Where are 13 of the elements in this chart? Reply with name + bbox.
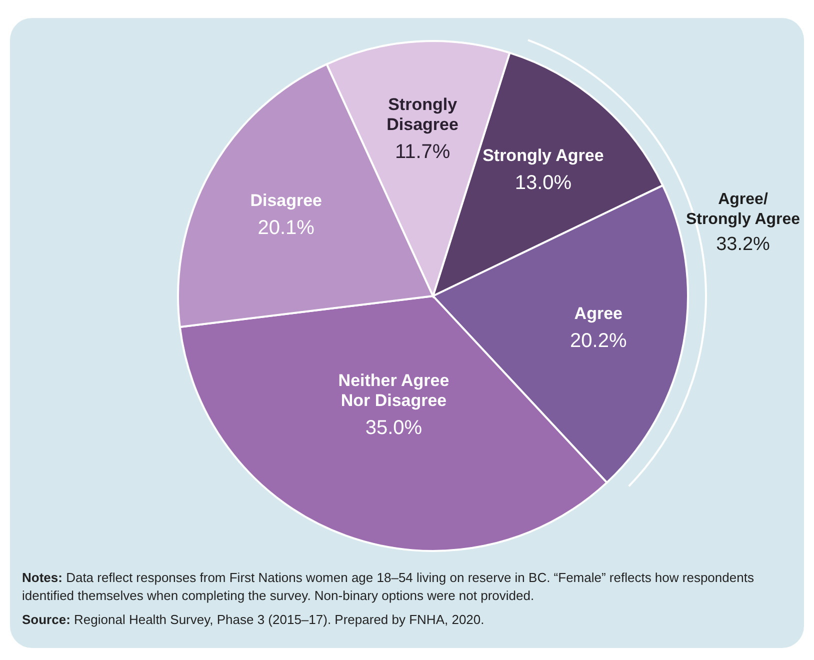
- source-note: Source: Regional Health Survey, Phase 3 (2015–17). Prepared by FNHA, 2020.: [22, 612, 484, 627]
- slice-label: Strongly Disagree: [386, 95, 458, 134]
- data-label: 11.7%: [394, 141, 450, 164]
- data-label: 20.1%: [258, 216, 315, 239]
- slice-label: Neither Agree Nor Disagree: [338, 370, 450, 410]
- data-label: 35.0%: [365, 416, 422, 439]
- slice-label: Agree: [574, 304, 622, 324]
- data-label: 13.0%: [514, 172, 572, 194]
- data-label: 20.2%: [570, 330, 627, 352]
- slice-label: Disagree: [250, 190, 322, 210]
- text: Notes: Data reflect responses from First Nations women age 18–54 living on reserve in BC. “Female” reflects how respondents identified themselves when completing the survey. Non-binary options were not provided.: [22, 570, 754, 603]
- text: Agree/ Strongly Agree 33.2%: [686, 191, 800, 255]
- slice-label: Strongly Agree: [482, 146, 604, 165]
